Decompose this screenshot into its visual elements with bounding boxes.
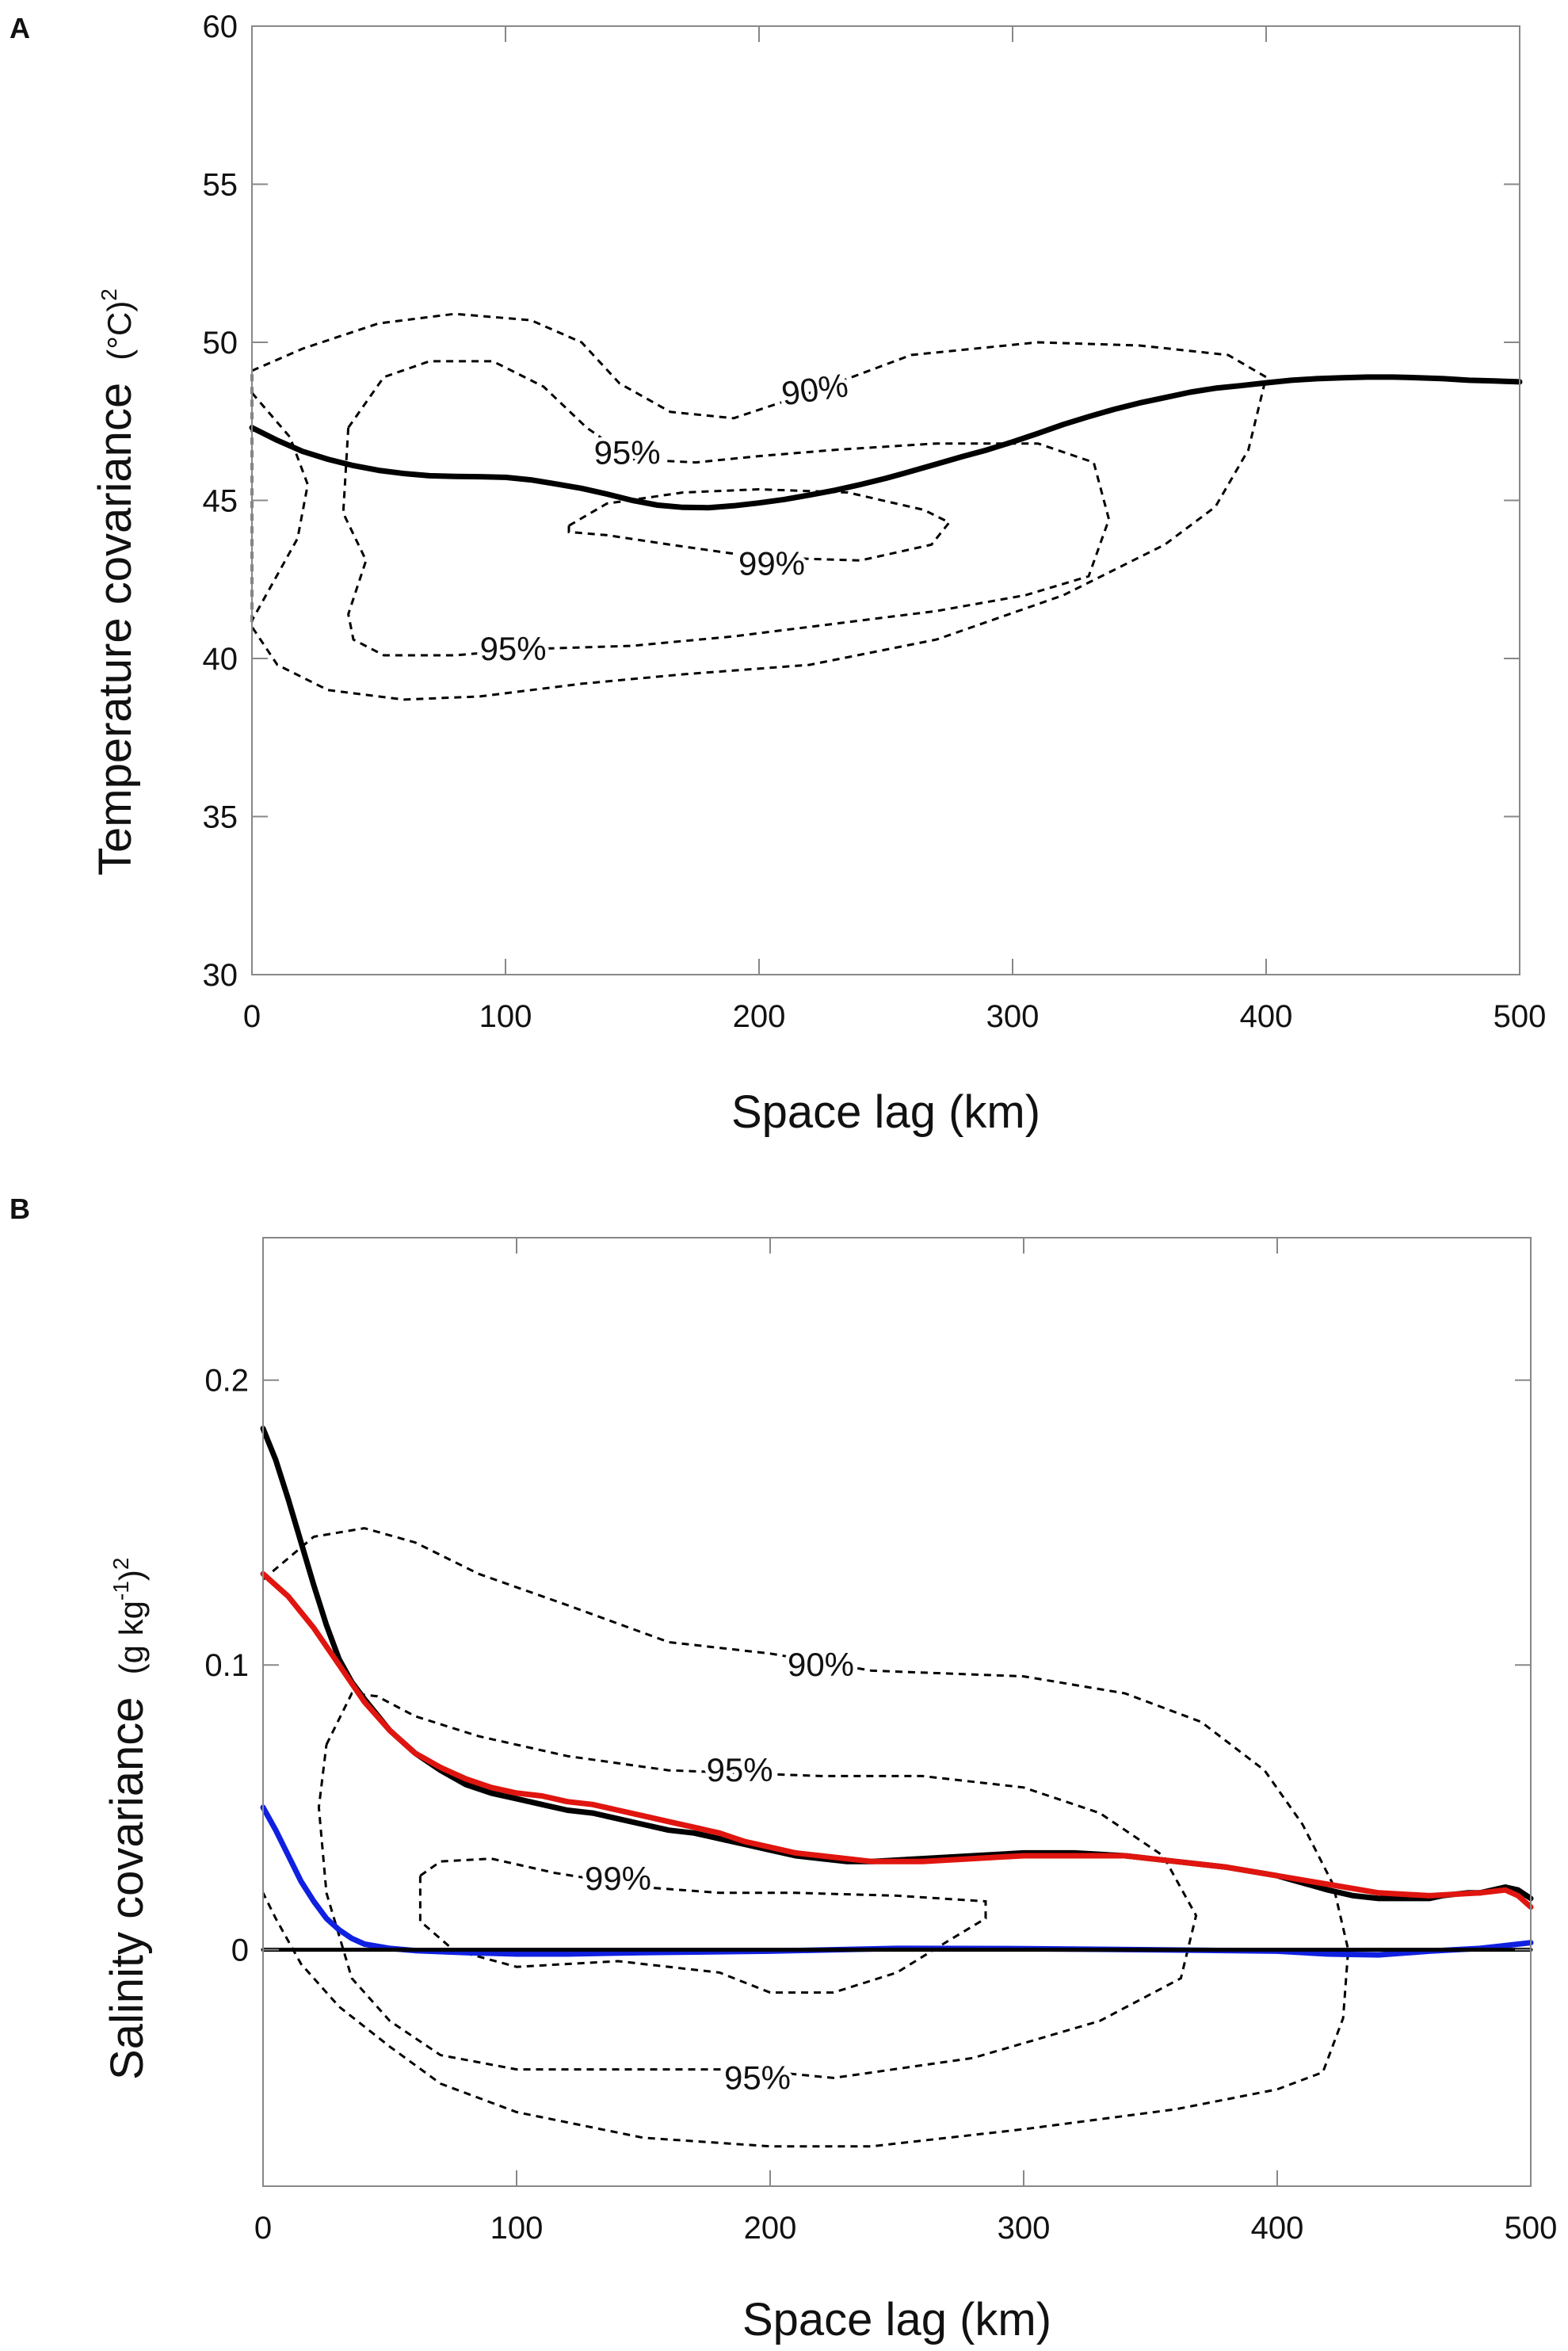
x-tick-label: 100 (490, 2211, 544, 2246)
plot-area: 90% 95% 99% 95% (260, 1425, 1534, 2148)
panel-b: B 90% 95% 99% 95% 0 100 200 300 400 500 0 0.1 0.2 S… (10, 1193, 1557, 2345)
axis-ticks: 0 100 200 300 400 500 30 35 40 45 50 55 60 (203, 10, 1547, 1034)
y-axis-label: Salinity covariance (g kg-1)2 (101, 1558, 153, 2080)
y-tick-label: 35 (203, 800, 238, 835)
y-tick-label: 45 (203, 484, 238, 519)
y-tick-label: 0.2 (204, 1364, 249, 1399)
contour-99 (418, 1857, 987, 1994)
y-tick-label: 0 (231, 1933, 249, 1968)
y-axis-label: Temperature covariance (°C)2 (90, 288, 141, 876)
contour-label: 95% (707, 1751, 773, 1788)
axis-ticks: 0 100 200 300 400 500 0 0.1 0.2 (204, 1238, 1557, 2246)
series-line-red-component (260, 1571, 1534, 1910)
contour-90 (250, 312, 1268, 701)
contour-label: 90% (779, 366, 850, 412)
y-axis-label-main: Temperature covariance (90, 383, 141, 876)
y-axis-label-unit-sup: 2 (97, 288, 121, 301)
x-tick-label: 400 (1240, 999, 1293, 1034)
y-tick-label: 55 (203, 168, 238, 203)
panel-a: A 90% 95% 99% 95% 0 100 200 300 400 500 30 35 40 45 5… (10, 10, 1546, 1138)
x-tick-label: 300 (986, 999, 1040, 1034)
y-tick-label: 30 (203, 958, 238, 993)
y-axis-label-unit-mid: ) (113, 1570, 150, 1581)
y-axis-label-unit-sup1: -1 (109, 1581, 133, 1601)
plot-area: 90% 95% 99% 95% (249, 312, 1523, 701)
y-tick-label: 0.1 (204, 1648, 249, 1683)
panel-label: B (10, 1193, 30, 1225)
x-tick-label: 0 (243, 999, 261, 1034)
series-line-blue-component (260, 1804, 1534, 1958)
plot-frame (262, 1237, 1532, 2187)
x-tick-label: 300 (998, 2211, 1051, 2246)
y-tick-label: 40 (203, 642, 238, 677)
x-axis-label: Space lag (km) (731, 1086, 1040, 1138)
contour-label: 99% (585, 1860, 651, 1897)
y-axis-label-unit: (°C) (101, 301, 138, 361)
y-axis-label-main: Salinity covariance (101, 1696, 153, 2080)
contour-95 (341, 360, 1111, 657)
contour-label: 99% (738, 544, 805, 582)
x-tick-label: 500 (1494, 999, 1547, 1034)
contour-95 (317, 1692, 1198, 2079)
contour-95outer (250, 391, 309, 621)
x-tick-label: 500 (1505, 2211, 1558, 2246)
x-tick-label: 0 (254, 2211, 272, 2246)
x-tick-label: 200 (744, 2211, 797, 2246)
x-tick-label: 400 (1251, 2211, 1304, 2246)
series-line-temperature-covariance (249, 374, 1523, 511)
contour-label: 95% (724, 2059, 791, 2096)
series-line-total (260, 1425, 1534, 1902)
contour-label: 95% (594, 434, 661, 471)
contour-99 (567, 487, 952, 562)
plot-frame (251, 25, 1520, 975)
x-tick-label: 200 (733, 999, 786, 1034)
x-axis-label: Space lag (km) (742, 2294, 1051, 2345)
contour-90 (261, 1527, 1350, 2148)
y-tick-label: 60 (203, 10, 238, 44)
y-axis-label-unit: (g kg (113, 1601, 150, 1674)
panel-label: A (10, 12, 30, 44)
contour-label: 95% (480, 630, 547, 667)
y-axis-label-unit-sup2: 2 (109, 1558, 133, 1571)
y-tick-label: 50 (203, 326, 238, 361)
x-tick-label: 100 (479, 999, 532, 1034)
contour-label: 90% (788, 1646, 854, 1683)
